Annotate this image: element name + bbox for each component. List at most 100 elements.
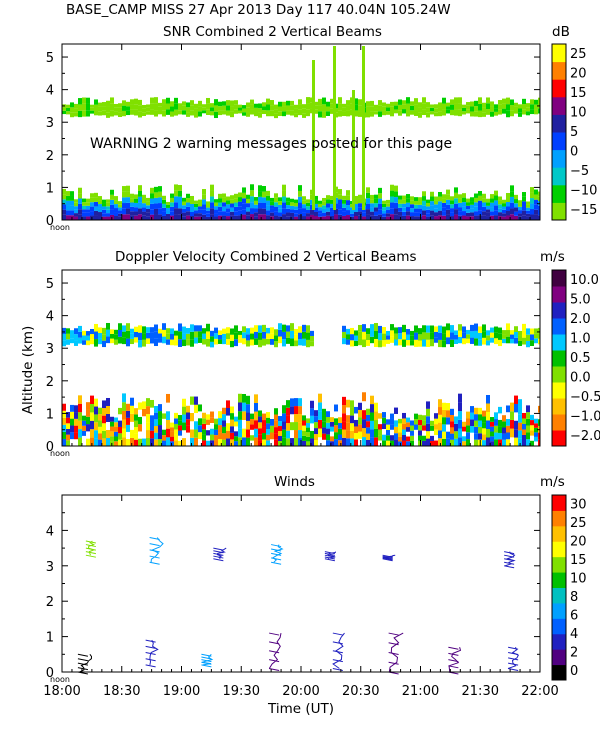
dop-cell — [406, 334, 410, 341]
x-tick-label: 21:00 — [402, 684, 439, 699]
winds-colorbar-tick-label: 0 — [570, 664, 578, 679]
dop-cell — [494, 326, 498, 333]
snr-cell — [390, 214, 394, 220]
snr-cell — [218, 202, 222, 207]
dop-cell — [398, 423, 402, 428]
snr-cell — [278, 101, 282, 107]
snr-cell — [158, 110, 162, 115]
snr-cell — [470, 101, 474, 107]
dop-cell — [314, 422, 318, 429]
snr-cell — [306, 209, 310, 214]
snr-cell — [234, 109, 238, 114]
dop-cell — [522, 429, 526, 435]
dop-cell — [150, 327, 154, 333]
dop-cell — [266, 440, 270, 446]
snr-cell — [446, 214, 450, 220]
snr-cell — [514, 194, 518, 200]
dop-cell — [334, 432, 338, 440]
dop-cell — [118, 323, 122, 330]
y-tick-label: 1 — [46, 181, 54, 196]
snr-colorbar-frame — [551, 43, 567, 221]
snr-cell — [430, 205, 434, 211]
snr-cell — [206, 207, 210, 211]
snr-cell — [106, 100, 110, 107]
dop-cell — [214, 424, 218, 430]
snr-cell — [450, 99, 454, 105]
snr-cell — [458, 207, 462, 212]
dop-cell — [366, 408, 370, 415]
dop-cell — [342, 405, 346, 414]
wind-barb — [504, 554, 515, 558]
dop-cell — [534, 328, 538, 334]
snr-cell — [74, 199, 78, 203]
wind-barb — [149, 549, 160, 553]
winds-colorbar-tick-label: 10 — [570, 571, 587, 586]
snr-cell — [294, 104, 298, 109]
snr-cell — [222, 193, 226, 198]
snr-cell — [338, 189, 342, 195]
snr-cell — [426, 216, 430, 220]
dop-cell — [346, 334, 350, 340]
snr-cell — [238, 104, 242, 108]
snr-cell — [158, 106, 162, 111]
snr-cell — [466, 209, 470, 213]
winds-colorbar-swatch — [552, 633, 566, 650]
snr-cell — [178, 196, 182, 203]
dop-cell — [278, 441, 282, 446]
dop-cell — [430, 420, 434, 426]
snr-cell — [178, 202, 182, 209]
snr-cell — [102, 209, 106, 214]
snr-cell — [478, 103, 482, 111]
dop-cell — [394, 433, 398, 440]
snr-cell — [490, 211, 494, 216]
dop-cell — [358, 409, 362, 418]
dop-cell — [322, 415, 326, 422]
snr-cell — [186, 112, 190, 117]
dop-cell — [362, 419, 366, 429]
wind-barb — [145, 664, 156, 668]
snr-cell — [538, 210, 540, 216]
dop-cell — [146, 327, 150, 333]
snr-cell — [282, 184, 286, 191]
snr-cell — [278, 204, 282, 209]
snr-cell — [182, 101, 186, 106]
snr-cell — [86, 103, 90, 111]
snr-cell — [522, 215, 526, 220]
dop-cell — [522, 423, 526, 430]
doppler-colorbar-swatch — [552, 286, 566, 303]
snr-cell — [438, 107, 442, 112]
dop-cell — [214, 435, 218, 441]
dop-cell — [366, 334, 370, 341]
snr-cell — [426, 199, 430, 203]
snr-cell — [506, 211, 510, 216]
dop-cell — [166, 328, 170, 334]
snr-cell — [454, 209, 458, 215]
dop-cell — [230, 439, 234, 446]
dop-cell — [126, 338, 130, 347]
dop-cell — [70, 330, 74, 335]
snr-cell — [178, 208, 182, 215]
snr-cell — [86, 198, 90, 203]
dop-cell — [258, 416, 262, 423]
snr-cell — [402, 100, 406, 105]
snr-cell — [454, 198, 458, 204]
snr-cell — [394, 185, 398, 192]
snr-cell — [90, 211, 94, 216]
snr-cell — [518, 213, 522, 217]
dop-cell — [254, 402, 258, 412]
dop-cell — [434, 331, 438, 338]
snr-cell — [474, 193, 478, 198]
dop-cell — [106, 322, 110, 330]
dop-cell — [130, 328, 134, 334]
dop-cell — [254, 325, 258, 332]
snr-cell — [426, 107, 430, 113]
snr-cell — [302, 200, 306, 205]
snr-cell — [262, 186, 266, 192]
dop-cell — [294, 334, 298, 341]
snr-cell — [238, 110, 242, 114]
wind-barb — [77, 658, 89, 662]
snr-cell — [498, 100, 502, 105]
dop-cell — [362, 339, 366, 348]
snr-cell — [130, 202, 134, 207]
snr-colorbar-tick-label: −5 — [570, 164, 589, 179]
